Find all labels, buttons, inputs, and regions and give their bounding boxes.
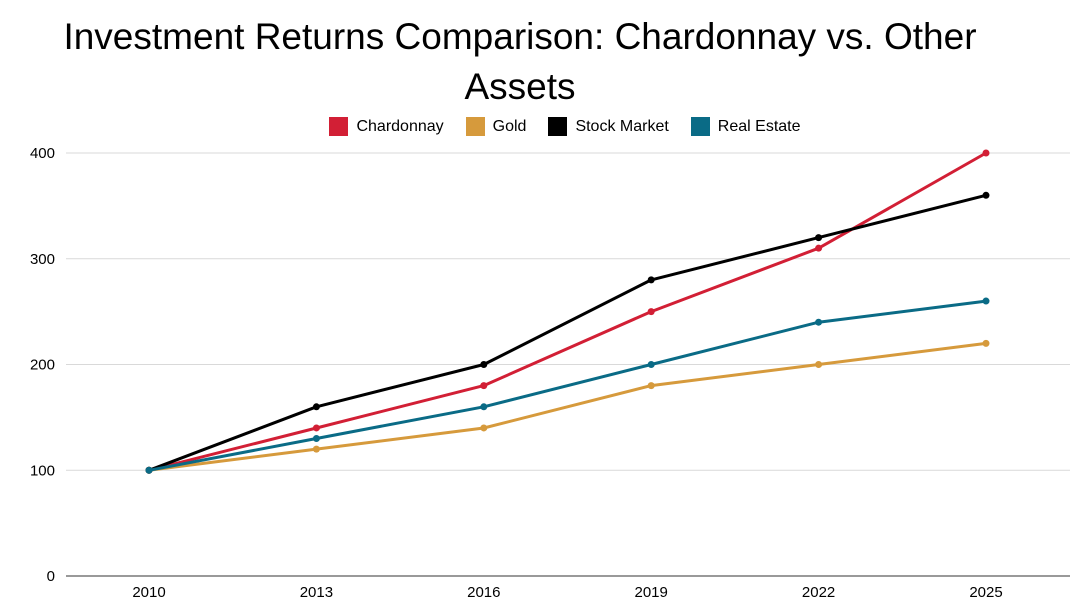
x-tick-label-2010: 2010 <box>132 584 165 601</box>
legend-label-chardonnay: Chardonnay <box>356 117 444 135</box>
y-tick-label-200: 200 <box>30 357 55 374</box>
series-line-gold <box>148 341 987 472</box>
data-point-stock-market-2013 <box>312 403 320 411</box>
data-point-chardonnay-2013 <box>312 424 320 432</box>
chart-title: Investment Returns Comparison: Chardonna… <box>63 16 977 107</box>
series-line-chardonnay <box>148 151 987 472</box>
legend-label-stock-market: Stock Market <box>575 117 669 135</box>
legend: Chardonnay Gold Stock Market Real Estate <box>0 117 1080 136</box>
x-tick-label-2016: 2016 <box>467 584 500 601</box>
y-tick-label-100: 100 <box>30 462 55 479</box>
data-point-gold-2019 <box>647 382 655 390</box>
data-point-real-estate-2013 <box>312 435 320 443</box>
y-tick-label-0: 0 <box>47 568 55 585</box>
legend-swatch-real-estate <box>690 117 710 136</box>
legend-label-gold: Gold <box>492 117 527 135</box>
data-point-real-estate-2025 <box>982 297 990 305</box>
x-tick-label-2019: 2019 <box>635 584 668 601</box>
data-point-stock-market-2019 <box>647 276 655 284</box>
y-tick-label-400: 400 <box>30 145 55 162</box>
data-point-chardonnay-2019 <box>647 308 655 316</box>
data-point-chardonnay-2016 <box>480 382 488 390</box>
data-point-gold-2013 <box>312 445 320 453</box>
y-tick-label-300: 300 <box>30 251 55 268</box>
legend-swatch-chardonnay <box>329 117 349 136</box>
legend-swatch-gold <box>465 117 485 136</box>
x-tick-label-2013: 2013 <box>300 584 333 601</box>
data-point-chardonnay-2025 <box>982 149 990 157</box>
legend-swatch-stock-market <box>548 117 568 136</box>
data-point-stock-market-2016 <box>480 361 488 368</box>
legend-item-chardonnay[interactable]: Chardonnay <box>329 117 444 136</box>
legend-item-stock-market[interactable]: Stock Market <box>548 117 669 136</box>
series-line-stock-market <box>148 193 987 472</box>
series-line-real-estate <box>148 299 987 472</box>
data-point-chardonnay-2022 <box>815 244 823 252</box>
x-tick-label-2022: 2022 <box>802 584 835 601</box>
data-point-gold-2016 <box>480 424 488 432</box>
data-point-gold-2022 <box>815 361 823 368</box>
x-tick-label-2025: 2025 <box>969 584 1002 601</box>
data-point-real-estate-2019 <box>647 361 655 368</box>
data-point-real-estate-2016 <box>480 403 488 411</box>
data-point-stock-market-2025 <box>982 191 990 199</box>
data-point-real-estate-2022 <box>815 318 823 326</box>
data-point-stock-market-2022 <box>815 234 823 242</box>
data-point-real-estate-2010 <box>145 466 153 474</box>
legend-label-real-estate: Real Estate <box>717 117 801 135</box>
legend-item-real-estate[interactable]: Real Estate <box>690 117 801 136</box>
data-point-gold-2025 <box>982 339 990 347</box>
legend-item-gold[interactable]: Gold <box>465 117 527 136</box>
